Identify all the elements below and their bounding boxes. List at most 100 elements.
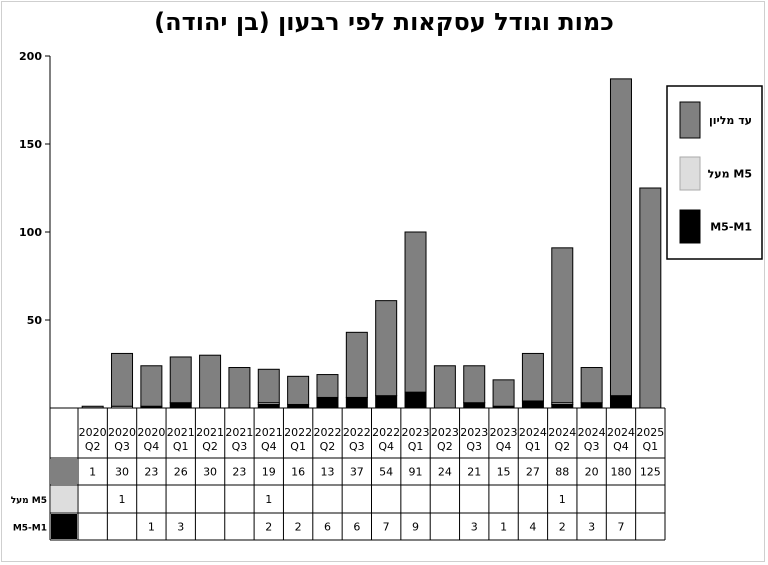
bar-segment — [639, 187, 662, 409]
x-tick-label-year: 2022 — [372, 426, 400, 439]
x-tick-label-year: 2024 — [519, 426, 547, 439]
bar-segment — [551, 247, 574, 404]
x-tick-label-year: 2025 — [636, 426, 664, 439]
bar-segment — [404, 231, 427, 393]
x-tick-label-year: 2022 — [343, 426, 371, 439]
table-data-label: 2 — [559, 521, 566, 534]
bar-segment — [257, 368, 280, 404]
table-data-label: 13 — [320, 466, 334, 479]
table-data-label: 1 — [89, 466, 96, 479]
x-tick-label-year: 2023 — [402, 426, 430, 439]
x-tick-label-quarter: Q4 — [613, 440, 629, 453]
bar-segment — [521, 400, 544, 409]
bar-segment — [140, 365, 163, 407]
x-tick-label-quarter: Q1 — [642, 440, 658, 453]
bar-segment — [463, 365, 486, 404]
table-data-label: 23 — [232, 466, 246, 479]
table-data-label: 23 — [144, 466, 158, 479]
legend-swatch — [679, 101, 701, 139]
table-data-label: 3 — [177, 521, 184, 534]
x-tick-label-year: 2021 — [255, 426, 283, 439]
table-data-label: 30 — [115, 466, 129, 479]
bar-segment — [287, 375, 310, 405]
x-tick-label-year: 2020 — [137, 426, 165, 439]
table-data-label: 6 — [353, 521, 360, 534]
bar-segment — [433, 365, 456, 409]
bar-segment — [199, 354, 222, 409]
table-data-label: 88 — [555, 466, 569, 479]
table-data-label: 91 — [409, 466, 423, 479]
table-data-label: 26 — [174, 466, 188, 479]
x-tick-label-year: 2024 — [578, 426, 606, 439]
bar-segment — [580, 402, 603, 409]
table-data-label: 30 — [203, 466, 217, 479]
table-data-label: 20 — [585, 466, 599, 479]
x-tick-label-quarter: Q2 — [202, 440, 218, 453]
bar-segment — [287, 403, 310, 409]
table-data-label: 2 — [295, 521, 302, 534]
table-data-label: 24 — [438, 466, 452, 479]
bar-segment — [111, 352, 134, 407]
y-tick-label: 200 — [19, 50, 42, 63]
x-tick-label-quarter: Q4 — [378, 440, 394, 453]
chart-title: כמות וגודל עסקאות לפי רבעון (בן יהודה) — [154, 8, 614, 36]
x-tick-label-quarter: Q3 — [349, 440, 365, 453]
table-row-swatch — [51, 486, 77, 512]
x-tick-label-year: 2024 — [607, 426, 635, 439]
table-data-label: 27 — [526, 466, 540, 479]
bar-segment — [609, 78, 632, 397]
x-tick-label-quarter: Q4 — [261, 440, 277, 453]
table-data-label: 1 — [119, 493, 126, 506]
x-tick-label-year: 2020 — [79, 426, 107, 439]
table-data-label: 19 — [262, 466, 276, 479]
x-tick-label-quarter: Q4 — [144, 440, 160, 453]
x-tick-label-quarter: Q2 — [554, 440, 570, 453]
bar-segment — [375, 395, 398, 409]
table-data-label: 180 — [610, 466, 631, 479]
bar-segment — [228, 367, 251, 409]
table-row-swatch — [51, 514, 77, 539]
bar-segment — [169, 356, 192, 404]
x-tick-label-quarter: Q1 — [290, 440, 306, 453]
table-data-label: 16 — [291, 466, 305, 479]
x-tick-label-quarter: Q1 — [408, 440, 424, 453]
x-tick-label-quarter: Q2 — [320, 440, 336, 453]
legend-swatch — [679, 156, 701, 191]
table-row-label: מעל M5 — [11, 496, 47, 506]
table-data-label: 15 — [497, 466, 511, 479]
bar-segment — [551, 403, 574, 409]
x-tick-label-year: 2022 — [284, 426, 312, 439]
table-data-label: 125 — [640, 466, 661, 479]
table-row-label: M5-M1 — [13, 524, 47, 534]
table-data-label: 1 — [500, 521, 507, 534]
x-tick-label-year: 2022 — [313, 426, 341, 439]
x-tick-label-year: 2023 — [431, 426, 459, 439]
table-data-label: 6 — [324, 521, 331, 534]
legend-swatch — [679, 209, 701, 244]
x-tick-label-year: 2021 — [225, 426, 253, 439]
table-data-label: 54 — [379, 466, 393, 479]
table-data-label: 21 — [467, 466, 481, 479]
bar-segment — [257, 403, 280, 409]
table-row-swatch — [51, 459, 77, 484]
table-data-label: 1 — [148, 521, 155, 534]
x-tick-label-quarter: Q1 — [173, 440, 189, 453]
y-tick-label: 100 — [19, 226, 42, 239]
table-data-label: 3 — [588, 521, 595, 534]
x-tick-label-quarter: Q2 — [437, 440, 453, 453]
bar-segment — [316, 396, 339, 409]
bar-segment — [492, 379, 515, 407]
table-data-label: 1 — [559, 493, 566, 506]
x-tick-label-quarter: Q3 — [584, 440, 600, 453]
x-tick-label-year: 2023 — [460, 426, 488, 439]
bar-segment — [609, 395, 632, 409]
x-tick-label-quarter: Q3 — [466, 440, 482, 453]
bar-segment — [169, 402, 192, 409]
x-tick-label-year: 2021 — [196, 426, 224, 439]
bar-segment — [316, 374, 339, 398]
y-tick-label: 150 — [19, 138, 42, 151]
bar-segment — [375, 300, 398, 397]
table-data-label: 9 — [412, 521, 419, 534]
